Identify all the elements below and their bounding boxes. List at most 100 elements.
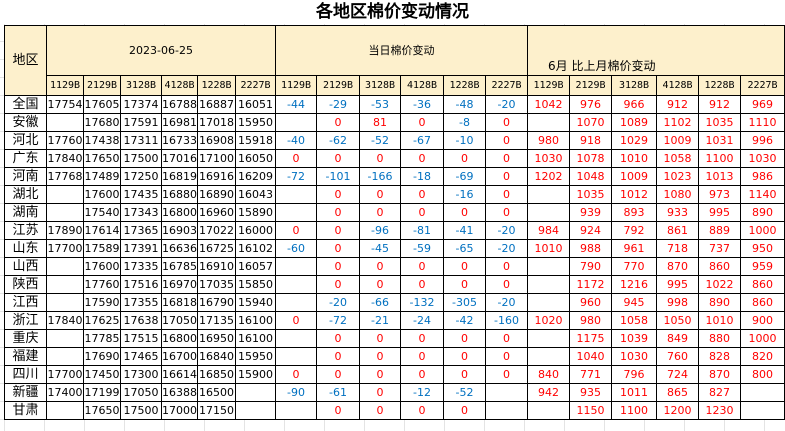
- daily-change-cell: -20: [485, 293, 528, 312]
- daily-change-cell: 0: [400, 203, 444, 222]
- price-cell: 17690: [83, 347, 121, 366]
- price-cell: 17700: [46, 239, 84, 258]
- daily-change-cell: 0: [275, 221, 317, 240]
- daily-change-cell: 0: [400, 365, 444, 384]
- monthly-change-cell: 961: [611, 239, 657, 258]
- region-cell: 湖南: [4, 203, 47, 222]
- price-cell: [46, 185, 84, 204]
- monthly-change-cell: 1023: [656, 167, 699, 186]
- table-row: 甘肃 17650 17500 17000 17150 0 0 0 0 1150 1100 1200 12…: [4, 401, 785, 420]
- monthly-change-cell: 1230: [698, 401, 741, 420]
- monthly-change-cell: 995: [698, 203, 741, 222]
- price-cell: 16209: [235, 167, 276, 186]
- price-cell: 16051: [235, 95, 276, 114]
- monthly-change-cell: 976: [569, 95, 612, 114]
- cotton-price-table: 地区 2023-06-25 当日棉价变动 6月 比上月棉价变动 1129B 212…: [4, 25, 785, 420]
- daily-change-cell: 81: [359, 113, 401, 132]
- monthly-change-cell: 1058: [656, 149, 699, 168]
- monthly-change-cell: 890: [740, 203, 785, 222]
- monthly-change-cell: 760: [656, 347, 699, 366]
- daily-change-cell: -72: [275, 167, 317, 186]
- daily-change-cell: [275, 203, 317, 222]
- monthly-change-cell: 1010: [527, 239, 570, 258]
- price-cell: 17000: [161, 401, 198, 420]
- monthly-change-cell: 1202: [527, 167, 570, 186]
- region-cell: 湖北: [4, 185, 47, 204]
- price-cell: [46, 329, 84, 348]
- region-cell: 重庆: [4, 329, 47, 348]
- monthly-change-cell: 996: [740, 131, 785, 150]
- monthly-change-cell: 980: [527, 131, 570, 150]
- monthly-change-cell: 737: [698, 239, 741, 258]
- monthly-change-cell: 1216: [611, 275, 657, 294]
- daily-change-cell: 0: [316, 329, 360, 348]
- price-cell: 17590: [83, 293, 121, 312]
- monthly-change-cell: 865: [656, 383, 699, 402]
- daily-change-cell: -67: [400, 131, 444, 150]
- price-cell: 17365: [120, 221, 162, 240]
- monthly-change-cell: 988: [569, 239, 612, 258]
- monthly-contract-header: 4128B: [656, 75, 699, 96]
- monthly-change-cell: [527, 113, 570, 132]
- price-cell: 16100: [235, 329, 276, 348]
- daily-change-cell: -65: [443, 239, 486, 258]
- price-cell: 16000: [235, 221, 276, 240]
- daily-change-cell: -52: [443, 383, 486, 402]
- price-cell: 15950: [235, 113, 276, 132]
- region-cell: 山东: [4, 239, 47, 258]
- price-cell: 17250: [120, 167, 162, 186]
- monthly-contract-header: 1228B: [698, 75, 741, 96]
- monthly-change-cell: [527, 185, 570, 204]
- region-cell: 广东: [4, 149, 47, 168]
- daily-change-cell: 0: [275, 365, 317, 384]
- region-header: 地区: [4, 25, 47, 96]
- monthly-change-cell: 890: [698, 293, 741, 312]
- daily-change-cell: -29: [316, 95, 360, 114]
- monthly-change-cell: 1050: [656, 311, 699, 330]
- price-cell: 17754: [46, 95, 84, 114]
- daily-change-cell: 0: [485, 167, 528, 186]
- daily-change-cell: 0: [359, 401, 401, 420]
- monthly-change-cell: 1070: [569, 113, 612, 132]
- table-row: 河南 17768 17489 17250 16819 16916 16209 -72 -101-…: [4, 167, 785, 186]
- table-row: 江西 17590 17355 16818 16790 15940 -20 -66 -132 -30…: [4, 293, 785, 312]
- monthly-contract-header: 2129B: [569, 75, 612, 96]
- monthly-change-cell: 1010: [611, 149, 657, 168]
- price-contract-header: 2129B: [83, 75, 121, 96]
- monthly-change-cell: 1010: [698, 311, 741, 330]
- price-cell: 17300: [120, 365, 162, 384]
- price-cell: 17050: [120, 383, 162, 402]
- monthly-change-cell: 860: [698, 257, 741, 276]
- price-cell: 17760: [46, 131, 84, 150]
- price-cell: 17589: [83, 239, 121, 258]
- table-row: 湖北 17600 17435 16880 16890 16043 0 0 0 -16 0 1035 10…: [4, 185, 785, 204]
- price-cell: 16950: [197, 329, 236, 348]
- region-cell: 陕西: [4, 275, 47, 294]
- monthly-change-cell: 820: [740, 347, 785, 366]
- price-cell: 16981: [161, 113, 198, 132]
- daily-contract-header: 4128B: [400, 75, 444, 96]
- monthly-change-cell: [527, 275, 570, 294]
- monthly-change-cell: 1110: [740, 113, 785, 132]
- daily-change-cell: 0: [316, 239, 360, 258]
- monthly-contract-header: 1129B: [527, 75, 570, 96]
- monthly-change-cell: 861: [656, 221, 699, 240]
- monthly-change-cell: 998: [656, 293, 699, 312]
- price-contract-header: 2227B: [235, 75, 276, 96]
- monthly-change-cell: [527, 293, 570, 312]
- daily-change-cell: -62: [316, 131, 360, 150]
- daily-change-cell: 0: [316, 257, 360, 276]
- daily-change-cell: -18: [400, 167, 444, 186]
- price-cell: 15900: [235, 365, 276, 384]
- price-cell: 17890: [46, 221, 84, 240]
- price-contract-header: 1129B: [46, 75, 84, 96]
- monthly-change-cell: 939: [569, 203, 612, 222]
- table-row: 新疆 17400 17199 17050 16388 16500 -90 -61 0 -12 -52…: [4, 383, 785, 402]
- monthly-change-cell: 796: [611, 365, 657, 384]
- daily-change-cell: -20: [485, 239, 528, 258]
- daily-change-cell: -10: [443, 131, 486, 150]
- daily-change-cell: [275, 401, 317, 420]
- price-cell: 17016: [161, 149, 198, 168]
- monthly-change-cell: 1140: [740, 185, 785, 204]
- monthly-change-cell: 840: [527, 365, 570, 384]
